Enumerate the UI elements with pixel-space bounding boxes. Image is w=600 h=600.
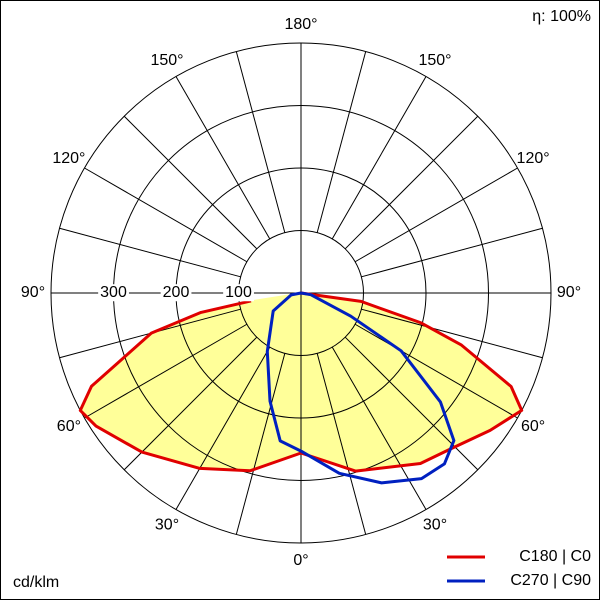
legend-label: C270 | C90 [510,572,591,589]
r-tick-label: 300 [100,284,127,301]
radial-line [235,353,286,535]
angle-tick-label: 30° [423,516,447,533]
curve [300,291,456,485]
efficiency-label: η: 100% [532,8,591,25]
angle-tick-label: 60° [521,418,545,435]
label-bg [18,284,48,302]
radial-line [123,336,258,471]
r-tick-label: 100 [225,284,252,301]
angle-tick-label: 120° [52,150,85,167]
angle-tick-label: 30° [155,516,179,533]
radial-line [316,51,367,233]
radial-line [84,167,248,263]
r-tick-label: 200 [163,284,190,301]
curve [300,291,524,473]
unit-label: cd/klm [13,574,59,591]
curve-layer [78,291,524,485]
label-bg [554,284,584,302]
label-bg [160,284,192,302]
radial-line [354,323,518,419]
angle-tick-label: 150° [418,52,451,69]
radial-line [175,76,271,240]
radial-line [361,227,543,278]
radial-line [354,167,518,263]
radial-line [123,115,258,250]
angle-tick-label: 0° [293,552,308,569]
radial-line [59,227,241,278]
radial-line [235,51,286,233]
radial-line [344,115,479,250]
angle-tick-label: 120° [517,150,550,167]
curve [265,291,302,453]
angle-tick-label: 180° [284,16,317,33]
angle-tick-label: 90° [557,284,581,301]
radial-line [84,323,248,419]
legend-label: C180 | C0 [519,548,591,565]
angle-tick-label: 90° [21,284,45,301]
radial-line [331,346,427,510]
curve [78,299,302,473]
label-bg [98,284,129,302]
radial-line [316,353,367,535]
angle-tick-label: 60° [57,418,81,435]
radial-line [175,346,271,510]
label-layer: 100 200 300 0° 30° 30° 60° 60° 90° 90° 120° 120° 150… [18,16,591,589]
label-bg [223,284,254,302]
grid-layer [50,42,552,544]
radial-line [361,308,543,359]
radial-line [331,76,427,240]
angle-tick-label: 150° [150,52,183,69]
